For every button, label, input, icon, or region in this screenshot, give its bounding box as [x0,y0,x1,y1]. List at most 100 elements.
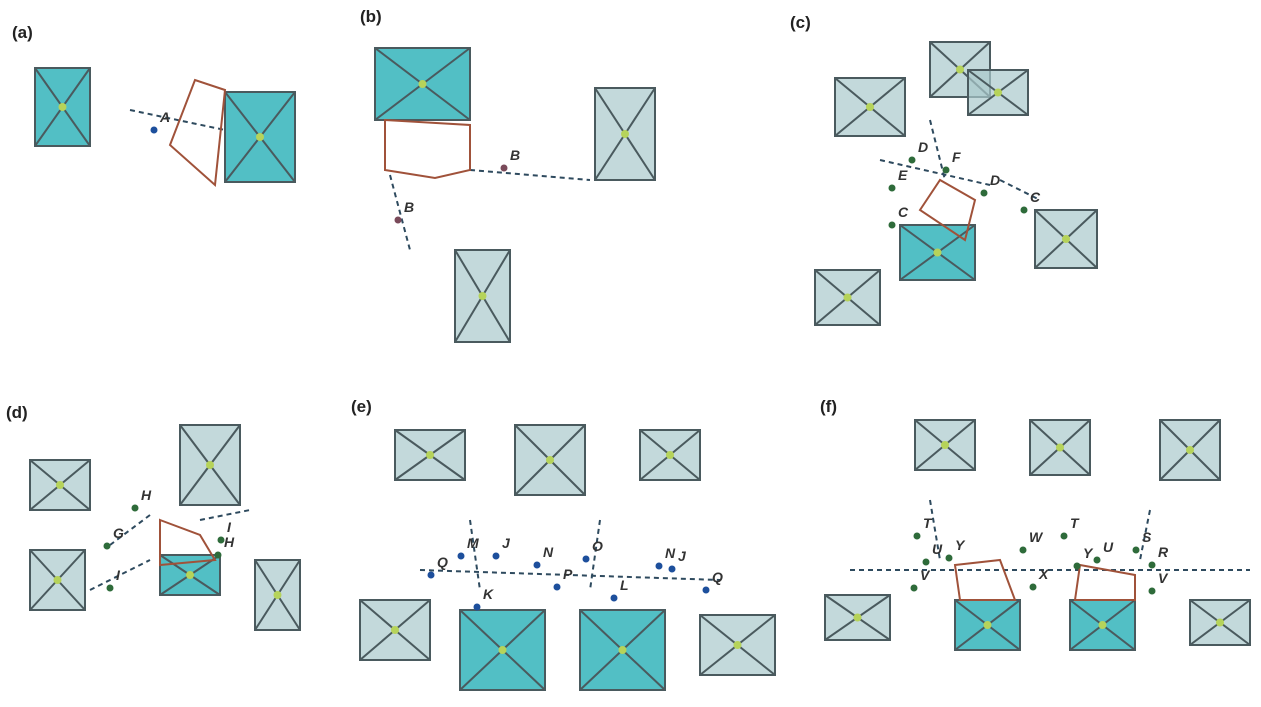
panel-label: (b) [360,7,382,26]
centroid [186,571,194,579]
contact-point [703,587,710,594]
contact-point [215,552,222,559]
contact-label: E [898,167,908,183]
centroid [546,456,554,464]
centroid [56,481,64,489]
contact-point [911,585,918,592]
contact-point [534,562,541,569]
contact-label: H [141,487,152,503]
contact-point [583,556,590,563]
contact-label: B [510,147,520,163]
centroid [956,66,964,74]
contact-label: D [918,139,928,155]
contact-point [104,543,111,550]
centroid [1186,446,1194,454]
contact-point [1061,533,1068,540]
contact-point [458,553,465,560]
contact-point [669,566,676,573]
contact-point [889,222,896,229]
contact-label: C [1030,189,1041,205]
contact-label: F [952,149,961,165]
centroid [844,294,852,302]
centroid [666,451,674,459]
contact-label: H [224,534,235,550]
figure: (a)A(b)BB(c)DFEDCC(d)HIGHI(e)MJNONJQKPLQ… [0,0,1261,707]
contact-point [493,553,500,560]
contact-label: O [592,538,603,554]
contact-label: J [502,535,511,551]
contact-point [909,157,916,164]
centroid [854,614,862,622]
contact-point [554,584,561,591]
centroid [391,626,399,634]
centroid [499,646,507,654]
centroid [994,89,1002,97]
contact-point [474,604,481,611]
contact-label: B [404,199,414,215]
centroid [59,103,67,111]
contact-point [946,555,953,562]
centroid [734,641,742,649]
contact-label: T [923,515,933,531]
contact-label: U [932,541,943,557]
contact-label: S [1142,529,1152,545]
contact-point [1030,584,1037,591]
contact-point [1133,547,1140,554]
contact-label: Q [712,569,723,585]
contact-point [1149,562,1156,569]
centroid [984,621,992,629]
centroid [206,461,214,469]
contact-label: P [563,566,573,582]
contact-point [981,190,988,197]
contact-label: W [1029,529,1044,545]
contact-label: C [898,204,909,220]
centroid [1099,621,1107,629]
panel-label: (d) [6,403,28,422]
contact-point [943,167,950,174]
panel-label: (e) [351,397,372,416]
contact-label: N [665,545,676,561]
centroid [479,292,487,300]
contact-label: Q [437,554,448,570]
centroid [274,591,282,599]
contact-label: K [483,586,494,602]
contact-point [501,165,508,172]
centroid [934,249,942,257]
centroid [866,103,874,111]
contact-label: M [467,535,479,551]
contact-label: A [159,109,170,125]
centroid [419,80,427,88]
panel-label: (c) [790,13,811,32]
contact-point [1149,588,1156,595]
centroid [426,451,434,459]
contact-label: N [543,544,554,560]
contact-point [428,572,435,579]
contact-point [1020,547,1027,554]
contact-point [656,563,663,570]
contact-label: X [1038,566,1050,582]
contact-point [132,505,139,512]
contact-point [1074,563,1081,570]
centroid [619,646,627,654]
contact-point [611,595,618,602]
centroid [1056,444,1064,452]
centroid [1062,235,1070,243]
contact-label: G [113,525,124,541]
centroid [1216,619,1224,627]
panel-label: (f) [820,397,837,416]
centroid [256,133,264,141]
centroid [941,441,949,449]
panel-label: (a) [12,23,33,42]
contact-label: T [1070,515,1080,531]
contact-label: L [620,577,629,593]
contact-point [1094,557,1101,564]
contact-point [395,217,402,224]
contact-point [1021,207,1028,214]
contact-point [151,127,158,134]
contact-label: J [678,548,687,564]
contact-label: D [990,172,1000,188]
contact-label: R [1158,544,1169,560]
contact-point [914,533,921,540]
centroid [621,130,629,138]
centroid [54,576,62,584]
